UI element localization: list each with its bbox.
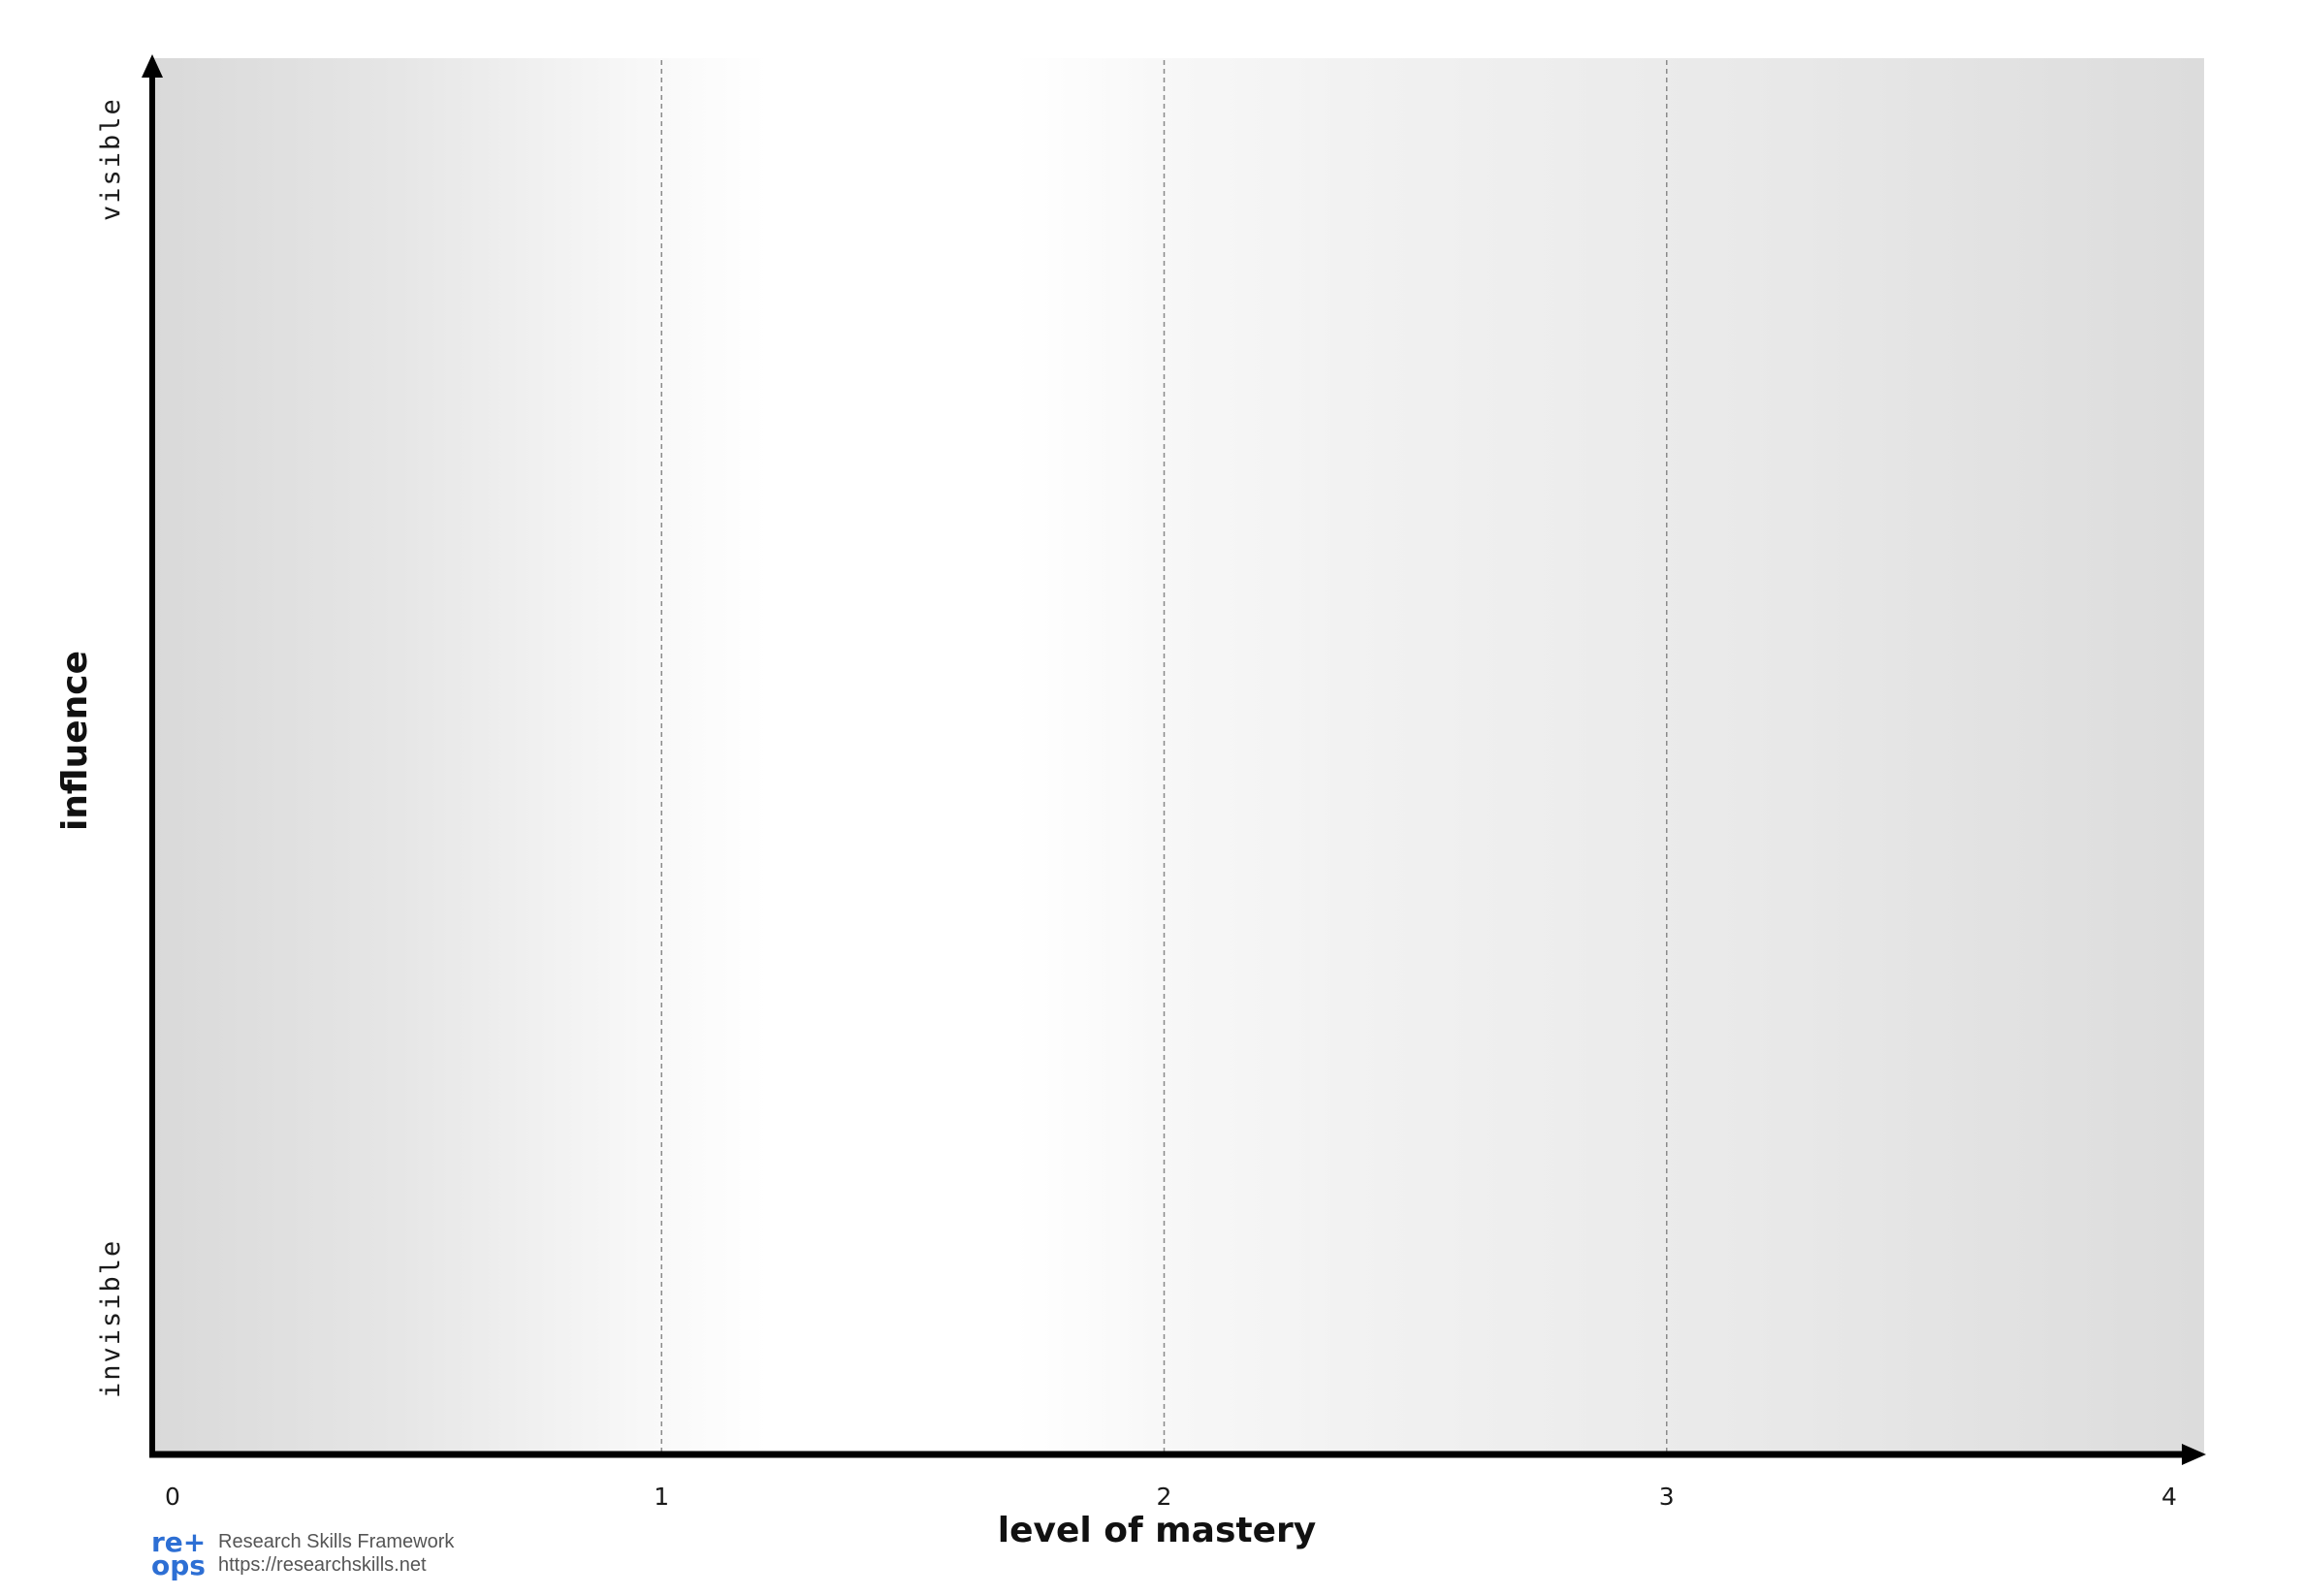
x-tick-label-2: 2 (1157, 1483, 1172, 1511)
x-tick-label-3: 3 (1659, 1483, 1675, 1511)
x-axis-arrow (2182, 1444, 2206, 1465)
x-tick-label-1: 1 (654, 1483, 669, 1511)
x-axis-title: level of mastery (998, 1511, 1317, 1550)
y-axis-arrow (142, 54, 163, 78)
logo-line-2: ops (151, 1549, 206, 1581)
footer: re+ ops Research Skills Framework https:… (151, 1526, 455, 1581)
footer-title: Research Skills Framework (218, 1531, 455, 1552)
x-tick-label-0: 0 (165, 1483, 180, 1511)
plot-background (152, 58, 2204, 1454)
logo-line-1: re+ (151, 1526, 206, 1558)
y-axis-title: influence (55, 651, 95, 831)
footer-url: https://researchskills.net (218, 1554, 427, 1576)
y-label-visible: visible (96, 97, 126, 221)
x-tick-label-4: 4 (2161, 1483, 2177, 1511)
x-tick-labels: 0 1 2 3 4 (165, 1483, 2177, 1511)
y-label-invisible: invisible (96, 1239, 126, 1398)
